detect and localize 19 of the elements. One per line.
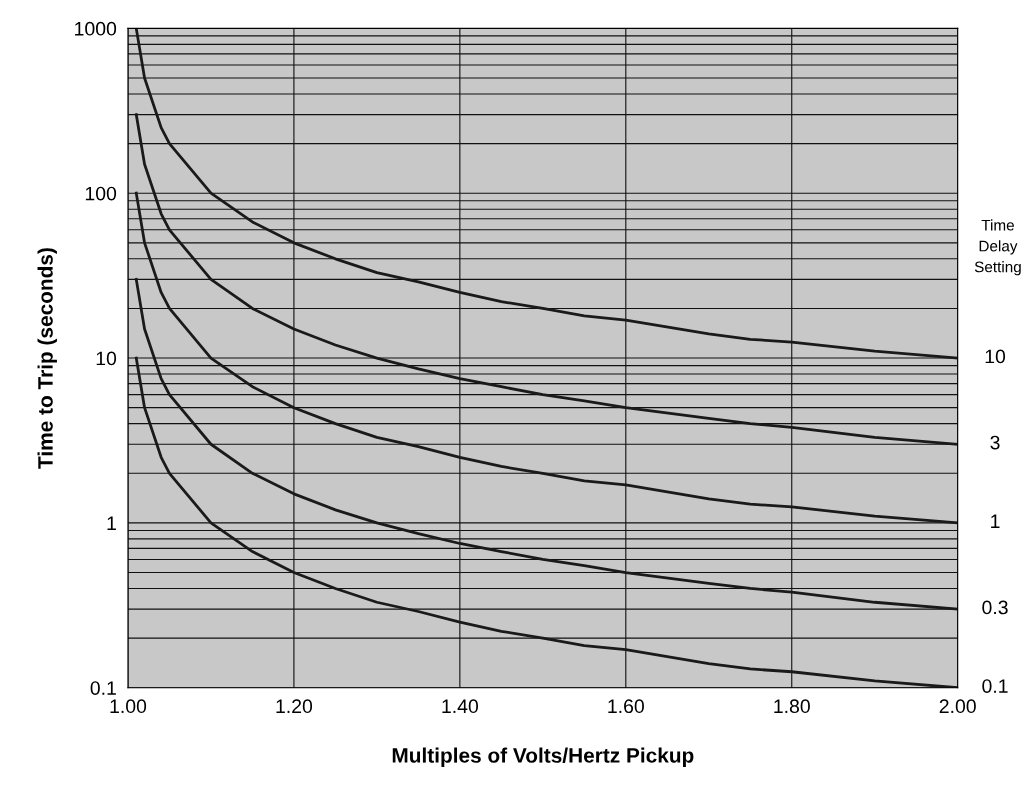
x-tick-label: 2.00: [939, 699, 976, 714]
series-label: 0.1: [982, 679, 1008, 693]
y-axis-title: Time to Trip (seconds): [37, 248, 57, 469]
x-tick-label: 1.40: [442, 699, 479, 714]
y-tick-label: 1000: [75, 21, 117, 36]
text: Time Delay Setting: [974, 219, 1021, 276]
x-tick-label: 1.20: [276, 699, 313, 714]
series-label: 10: [985, 349, 1006, 364]
x-tick-label: 1.00: [110, 699, 147, 714]
series-label: 3: [990, 435, 1000, 450]
x-tick-label: 1.60: [608, 699, 644, 714]
y-tick-label: 100: [85, 186, 117, 201]
x-axis-title: Multiples of Volts/Hertz Pickup: [392, 747, 694, 767]
y-tick-label: 0.1: [90, 681, 116, 695]
y-tick-label: 10: [96, 351, 117, 366]
y-tick-label: 1: [107, 516, 116, 530]
x-tick-label: 1.80: [774, 699, 810, 714]
series-label: 0.3: [982, 600, 1008, 615]
series-label: 1: [991, 514, 1000, 528]
